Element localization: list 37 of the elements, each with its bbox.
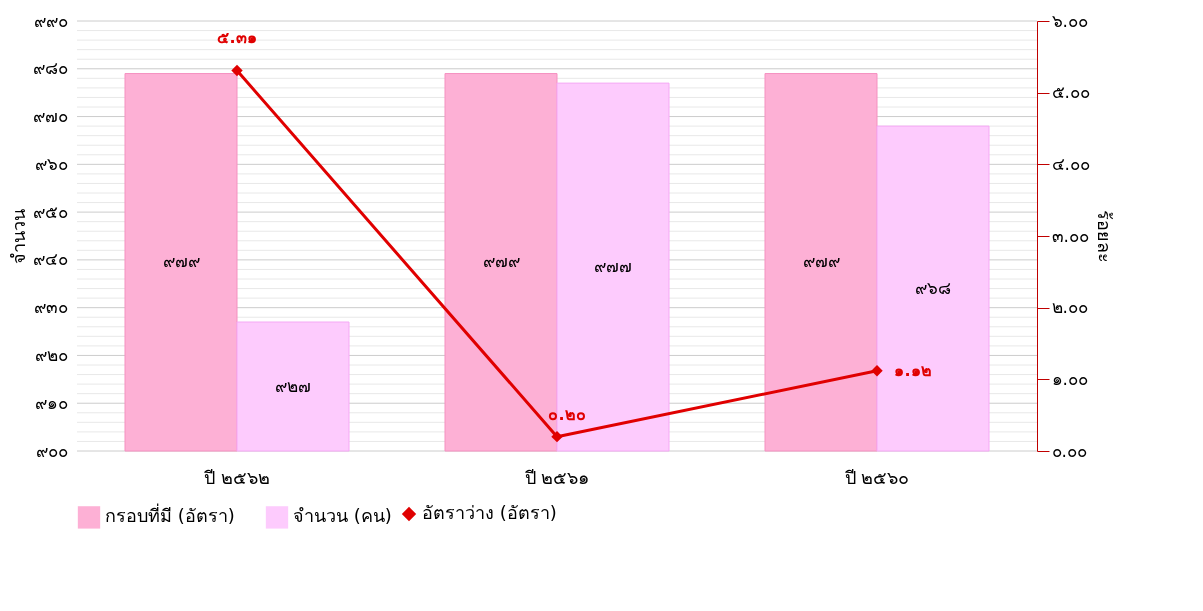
y-tick-label: ๙๖๐: [34, 153, 68, 174]
legend-label: กรอบที่มี (อัตรา): [105, 503, 235, 527]
y-tick-label: ๙๒๐: [34, 344, 68, 365]
y-tick-label: ๙๗๐: [32, 106, 68, 127]
point: [551, 430, 563, 443]
y2-tick-label: ๐.๐๐: [1051, 440, 1087, 461]
y-tick-label: ๙๓๐: [33, 297, 68, 318]
data-label: ๐.๒๐: [548, 404, 586, 424]
data-label: ๕.๓๑: [217, 28, 257, 48]
y-tick-label: ๙๐๐: [35, 440, 68, 461]
data-label: ๙๖๘: [915, 277, 951, 298]
x-tick-label: ปี ๒๕๖๑: [524, 466, 590, 488]
y-tick-label: ๙๔๐: [32, 249, 68, 270]
data-label: ๙๗๙: [162, 251, 200, 272]
y2-axis-title: ร้อยละ: [1093, 210, 1115, 263]
y2-tick-label: ๒.๐๐: [1051, 297, 1088, 318]
y2-tick-label: ๑.๐๐: [1051, 368, 1088, 389]
point: [871, 365, 883, 377]
data-label: ๙๒๗: [275, 375, 311, 396]
y-axis-title: จำนวน: [7, 209, 29, 264]
y-tick-label: ๙๕๐: [32, 201, 68, 222]
data-label: ๙๗๙: [482, 251, 520, 272]
data-label: ๙๗๙: [802, 251, 840, 272]
y2-tick-label: ๖.๐๐: [1051, 10, 1088, 31]
legend-label: อัตราว่าง (อัตรา): [422, 502, 557, 523]
point: [231, 64, 243, 77]
y-tick-label: ๙๙๐: [33, 10, 68, 31]
legend-label: จำนวน (คน): [293, 505, 392, 527]
y2-tick-label: ๓.๐๐: [1051, 225, 1089, 246]
y-tick-label: ๙๑๐: [34, 392, 68, 413]
x-tick-label: ปี ๒๕๖๐: [844, 466, 910, 488]
y2-tick-label: ๔.๐๐: [1051, 153, 1090, 174]
y-tick-label: ๙๘๐: [32, 58, 68, 79]
data-label: ๙๗๗: [594, 256, 632, 277]
y2-tick-label: ๕.๐๐: [1051, 82, 1090, 103]
x-tick-label: ปี ๒๕๖๒: [204, 466, 270, 488]
data-label: ๑.๑๒: [894, 360, 932, 380]
